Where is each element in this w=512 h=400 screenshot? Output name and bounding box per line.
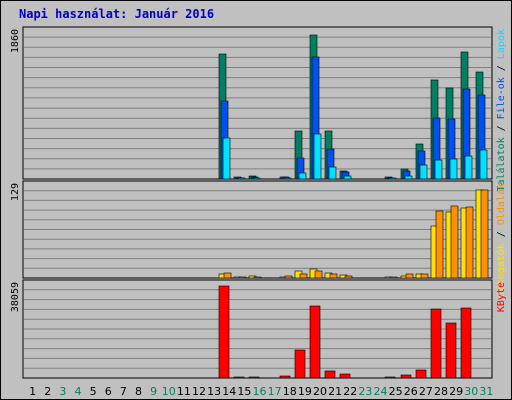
x-axis-day-label: 18 (283, 385, 297, 398)
panel-hits-files-pages: 1860 Találatok / File-ok / Lapok (10, 26, 507, 192)
x-axis-day-label: 3 (59, 385, 66, 398)
legend-item: KByte (496, 282, 507, 312)
bar-hits-files-pages-lapok-day-20 (313, 133, 322, 180)
bar-visits-sites-oldalak-day-31 (480, 189, 489, 279)
legend-item: Látogatók (495, 243, 507, 297)
x-axis-day-label: 13 (207, 385, 221, 398)
bar-hits-files-pages-lapok-day-29 (449, 158, 458, 180)
bar-hits-files-pages-lapok-day-30 (464, 155, 473, 180)
bar-kbytes-kbyte-day-29 (445, 322, 457, 379)
x-axis-day-label: 27 (419, 385, 433, 398)
x-axis-day-label: 21 (328, 385, 342, 398)
x-axis-day-label: 29 (449, 385, 463, 398)
x-axis-day-label: 9 (150, 385, 157, 398)
legend-item: Lapok (496, 29, 507, 59)
legend-separator: / (496, 225, 507, 243)
x-axis-day-label: 11 (177, 385, 191, 398)
bar-visits-sites-oldalak-day-21 (329, 273, 338, 279)
x-axis-day-label: 24 (374, 385, 388, 398)
bar-visits-sites-oldalak-day-22 (344, 275, 353, 279)
bar-hits-files-pages-lapok-day-25 (388, 177, 397, 180)
bar-hits-files-pages-lapok-day-27 (419, 164, 428, 180)
bar-hits-files-pages-lapok-day-15 (237, 177, 246, 180)
legend-item: Találatok (495, 137, 507, 191)
legend-visits-sites: Látogatók / Oldalak (495, 183, 507, 297)
bar-hits-files-pages-lapok-day-31 (479, 149, 488, 180)
legend-separator: / (496, 59, 507, 77)
bar-visits-sites-oldalak-day-27 (420, 273, 429, 279)
y-axis-max-label: 38059 (10, 282, 21, 312)
legend-hits-files-pages: Találatok / File-ok / Lapok (495, 29, 507, 192)
x-axis-day-label: 14 (222, 385, 236, 398)
x-axis-day-label: 2 (44, 385, 51, 398)
bar-visits-sites-oldalak-day-19 (299, 273, 308, 279)
bar-kbytes-kbyte-day-14 (218, 285, 230, 379)
y-axis-max-label: 129 (10, 183, 21, 201)
x-axis-day-label: 16 (253, 385, 267, 398)
x-axis-day-label: 19 (298, 385, 312, 398)
bar-visits-sites-oldalak-day-30 (465, 206, 474, 279)
bar-hits-files-pages-lapok-day-26 (404, 175, 413, 180)
x-axis-day-label: 31 (479, 385, 493, 398)
bar-kbytes-kbyte-day-22 (339, 373, 351, 379)
x-axis-day-label: 5 (90, 385, 97, 398)
x-axis-day-label: 25 (389, 385, 403, 398)
legend-kbytes: KByte (496, 282, 507, 312)
bar-hits-files-pages-lapok-day-22 (343, 175, 352, 180)
x-axis-day-label: 12 (192, 385, 206, 398)
x-axis-day-label: 23 (358, 385, 372, 398)
panel-kbytes: 38059 KByte (10, 279, 507, 379)
bar-kbytes-kbyte-day-26 (400, 374, 412, 379)
x-axis-day-label: 6 (105, 385, 112, 398)
bar-kbytes-kbyte-day-28 (430, 308, 442, 379)
x-axis-day-label: 10 (162, 385, 176, 398)
bar-hits-files-pages-lapok-day-16 (252, 177, 261, 180)
y-axis-max-label: 1860 (10, 29, 21, 53)
legend-item: File-ok (496, 77, 507, 119)
bar-visits-sites-oldalak-day-29 (450, 205, 459, 279)
bar-visits-sites-oldalak-day-26 (405, 273, 414, 279)
legend-separator: / (496, 119, 507, 137)
chart-title: Napi használat: Január 2016 (19, 7, 215, 21)
legend-item: Oldalak (496, 183, 507, 225)
bar-kbytes-kbyte-day-18 (279, 375, 291, 379)
x-axis-day-label: 8 (135, 385, 142, 398)
bar-kbytes-kbyte-day-27 (415, 369, 427, 379)
plot-area (22, 26, 493, 180)
bar-kbytes-kbyte-day-19 (294, 349, 306, 379)
bar-visits-sites-oldalak-day-18 (284, 275, 293, 279)
x-axis-day-label: 1 (29, 385, 36, 398)
x-axis-day-label: 17 (268, 385, 282, 398)
bar-visits-sites-oldalak-day-15 (238, 276, 247, 279)
x-axis-day-label: 20 (313, 385, 327, 398)
x-axis-day-label: 22 (343, 385, 357, 398)
x-axis-day-label: 28 (434, 385, 448, 398)
bar-kbytes-kbyte-day-30 (460, 307, 472, 379)
bar-kbytes-kbyte-day-21 (324, 370, 336, 379)
bar-visits-sites-oldalak-day-16 (253, 276, 262, 279)
bar-visits-sites-oldalak-day-14 (223, 272, 232, 279)
bar-hits-files-pages-lapok-day-28 (434, 159, 443, 180)
bar-hits-files-pages-lapok-day-21 (328, 166, 337, 180)
bar-kbytes-kbyte-day-25 (384, 376, 396, 379)
bar-kbytes-kbyte-day-15 (233, 376, 245, 379)
bar-hits-files-pages-lapok-day-18 (283, 177, 292, 180)
bar-hits-files-pages-lapok-day-14 (222, 137, 231, 180)
x-axis-day-label: 7 (120, 385, 127, 398)
x-axis-day-label: 15 (237, 385, 251, 398)
x-axis-day-label: 30 (464, 385, 478, 398)
x-axis-day-label: 26 (404, 385, 418, 398)
bar-kbytes-kbyte-day-16 (248, 376, 260, 379)
bar-visits-sites-oldalak-day-25 (389, 276, 398, 279)
bar-visits-sites-oldalak-day-20 (314, 270, 323, 279)
bar-visits-sites-oldalak-day-28 (435, 210, 444, 279)
x-axis-day-label: 4 (74, 385, 81, 398)
panel-visits-sites: 129 Látogatók / Oldalak (10, 180, 507, 297)
bar-hits-files-pages-lapok-day-19 (298, 172, 307, 180)
bar-kbytes-kbyte-day-20 (309, 305, 321, 379)
